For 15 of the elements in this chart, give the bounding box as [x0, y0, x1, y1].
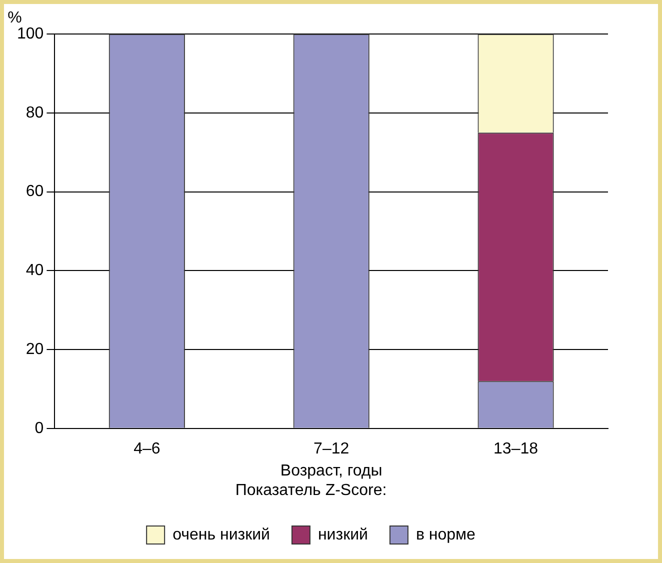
x-tick-label: 4–6: [134, 440, 160, 458]
legend-title: Показатель Z-Score:: [235, 482, 387, 500]
y-tick-label: 40: [26, 262, 44, 280]
legend-label: очень низкий: [172, 526, 270, 544]
y-tick-label: 20: [26, 340, 44, 358]
y-tick-label: 0: [34, 420, 44, 437]
x-tick-label: 7–12: [314, 440, 350, 458]
legend-label: низкий: [318, 526, 368, 544]
y-tick-label: 100: [16, 25, 44, 42]
y-tick-label: 60: [26, 183, 44, 200]
y-tick-label: 80: [26, 104, 44, 122]
legend-label: в норме: [416, 526, 476, 544]
x-axis-title: Возраст, годы: [280, 462, 382, 480]
y-axis-title: %: [8, 9, 22, 26]
x-tick-label: 13–18: [494, 440, 538, 458]
